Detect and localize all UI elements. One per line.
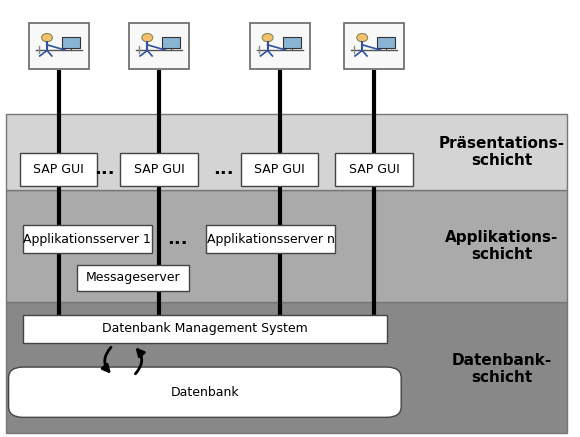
FancyBboxPatch shape — [29, 23, 89, 69]
FancyBboxPatch shape — [62, 37, 80, 48]
FancyBboxPatch shape — [335, 153, 412, 186]
FancyBboxPatch shape — [241, 153, 318, 186]
FancyBboxPatch shape — [129, 23, 190, 69]
Text: SAP GUI: SAP GUI — [254, 163, 304, 176]
FancyBboxPatch shape — [249, 23, 310, 69]
Text: Datenbank Management System: Datenbank Management System — [102, 323, 308, 335]
Text: Datenbank: Datenbank — [171, 386, 239, 399]
Text: Messageserver: Messageserver — [86, 271, 180, 284]
FancyBboxPatch shape — [9, 367, 401, 417]
FancyBboxPatch shape — [6, 114, 567, 190]
FancyBboxPatch shape — [6, 302, 567, 433]
FancyBboxPatch shape — [282, 37, 301, 48]
Text: Datenbank-
schicht: Datenbank- schicht — [451, 353, 552, 385]
Text: Applikationsserver n: Applikationsserver n — [207, 233, 335, 246]
Text: ...: ... — [213, 160, 234, 178]
FancyBboxPatch shape — [23, 315, 387, 343]
Text: SAP GUI: SAP GUI — [349, 163, 400, 176]
FancyBboxPatch shape — [162, 37, 180, 48]
FancyBboxPatch shape — [77, 265, 189, 291]
Text: SAP GUI: SAP GUI — [133, 163, 184, 176]
FancyBboxPatch shape — [23, 225, 152, 253]
Text: ...: ... — [168, 230, 188, 248]
Text: Applikations-
schicht: Applikations- schicht — [445, 230, 558, 262]
Text: ...: ... — [95, 160, 115, 178]
FancyBboxPatch shape — [121, 153, 198, 186]
FancyBboxPatch shape — [206, 225, 335, 253]
Text: SAP GUI: SAP GUI — [34, 163, 84, 176]
Circle shape — [262, 34, 273, 42]
Circle shape — [42, 34, 52, 42]
FancyBboxPatch shape — [20, 153, 97, 186]
FancyBboxPatch shape — [377, 37, 396, 48]
Text: Präsentations-
schicht: Präsentations- schicht — [438, 136, 564, 168]
FancyBboxPatch shape — [344, 23, 404, 69]
Text: Applikationsserver 1: Applikationsserver 1 — [23, 233, 151, 246]
Circle shape — [357, 34, 368, 42]
FancyBboxPatch shape — [6, 190, 567, 302]
Circle shape — [142, 34, 153, 42]
